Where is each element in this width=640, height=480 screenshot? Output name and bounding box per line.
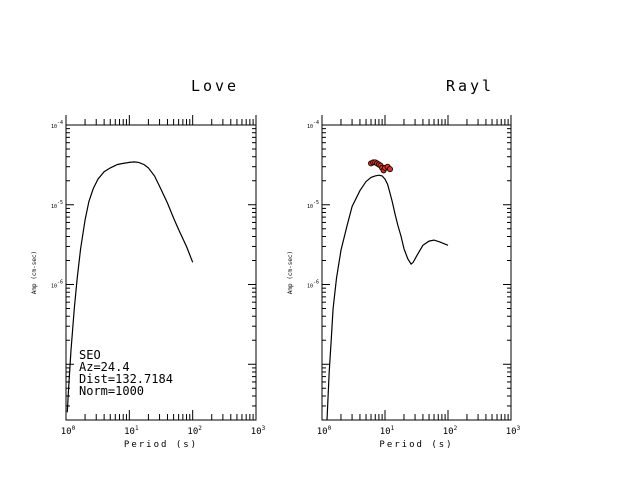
observed-points [368, 159, 393, 174]
love-panel: Love Period (s) Amp (cm-sec) SEO Az=24.4… [31, 77, 266, 450]
x-tick-label: 100 [317, 425, 332, 437]
love-y-axis-label: Amp (cm-sec) [31, 251, 38, 294]
y-tick-label: 10-4 [51, 120, 63, 130]
love-title: Love [191, 77, 239, 95]
spectrum-line [66, 161, 194, 413]
axis-ticks [65, 115, 257, 421]
azimuth-label: Az=24.4 [79, 360, 130, 374]
x-tick-label: 103 [506, 425, 521, 437]
spectrum-line [326, 174, 449, 421]
plot-frame [65, 124, 257, 421]
rayl-x-axis-label: Period (s) [379, 440, 453, 450]
distance-label: Dist=132.7184 [79, 372, 173, 386]
normalization-label: Norm=1000 [79, 384, 144, 398]
love-x-axis-label: Period (s) [124, 440, 198, 450]
rayl-y-axis-label: Amp (cm-sec) [287, 251, 294, 294]
x-tick-label: 102 [187, 425, 202, 437]
station-annotation: SEO Az=24.4 Dist=132.7184 Norm=1000 [79, 348, 173, 398]
x-tick-label: 103 [251, 425, 266, 437]
axis-ticks [321, 115, 512, 421]
y-tick-label: 10-5 [51, 200, 63, 210]
y-tick-label: 10-4 [307, 120, 319, 130]
y-tick-label: 10-6 [307, 280, 319, 290]
rayl-title: Rayl [446, 77, 494, 95]
x-tick-label: 100 [61, 425, 76, 437]
x-tick-label: 101 [124, 425, 139, 437]
rayl-panel: Rayl Period (s) Amp (cm-sec) 100 101 102 10… [287, 77, 521, 450]
y-tick-label: 10-5 [307, 200, 319, 210]
station-name: SEO [79, 348, 101, 362]
y-tick-label: 10-6 [51, 280, 63, 290]
data-point [386, 166, 393, 173]
x-tick-label: 102 [443, 425, 458, 437]
x-tick-label: 101 [380, 425, 395, 437]
plot-frame [321, 124, 512, 421]
